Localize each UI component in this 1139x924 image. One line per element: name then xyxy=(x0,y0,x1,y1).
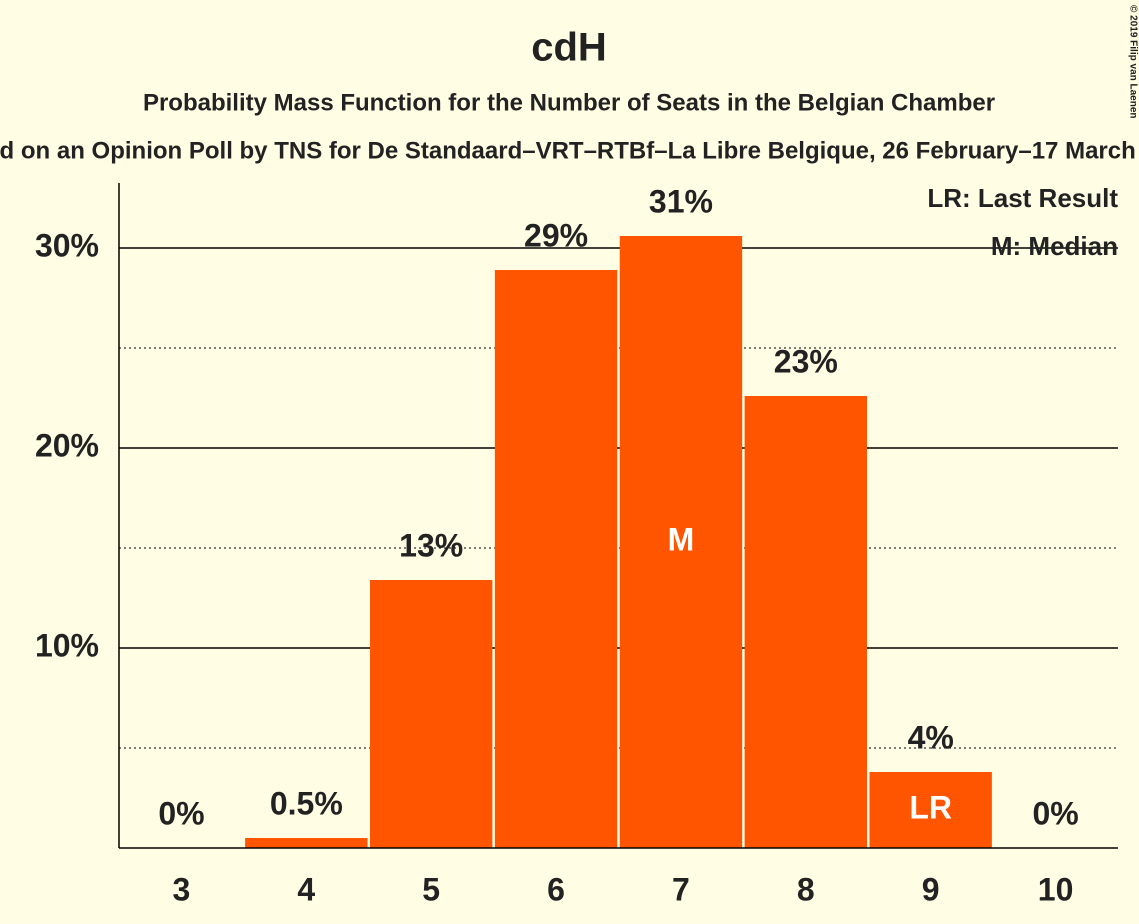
value-label: 4% xyxy=(908,719,954,755)
value-label: 31% xyxy=(649,183,713,219)
bar xyxy=(619,236,743,848)
value-label: 0% xyxy=(1032,795,1078,831)
bar xyxy=(744,396,868,848)
y-tick-label: 30% xyxy=(35,227,99,263)
copyright: © 2019 Filip van Laenen xyxy=(1127,5,1138,119)
bar-annotation: M xyxy=(668,521,695,557)
value-label: 13% xyxy=(399,527,463,563)
value-label: 0.5% xyxy=(270,785,343,821)
bar-annotation: LR xyxy=(909,789,952,825)
value-label: 0% xyxy=(158,795,204,831)
bar xyxy=(869,772,992,848)
x-tick-label: 6 xyxy=(547,871,565,907)
bar xyxy=(245,838,368,848)
value-label: 29% xyxy=(524,217,588,253)
x-tick-label: 9 xyxy=(922,871,940,907)
x-tick-label: 8 xyxy=(797,871,815,907)
legend-entry: M: Median xyxy=(991,231,1118,261)
chart-title: cdH xyxy=(531,26,607,70)
legend-entry: LR: Last Result xyxy=(927,183,1118,213)
value-label: 23% xyxy=(774,343,838,379)
bar xyxy=(369,580,493,848)
x-tick-label: 7 xyxy=(672,871,690,907)
chart-subtitle: Probability Mass Function for the Number… xyxy=(143,89,995,116)
y-tick-label: 20% xyxy=(35,427,99,463)
x-tick-label: 10 xyxy=(1038,871,1074,907)
chart-subtitle: Based on an Opinion Poll by TNS for De S… xyxy=(0,137,1139,164)
x-tick-label: 4 xyxy=(297,871,315,907)
bar xyxy=(494,270,618,848)
y-tick-label: 10% xyxy=(35,627,99,663)
x-tick-label: 3 xyxy=(173,871,191,907)
x-tick-label: 5 xyxy=(422,871,440,907)
